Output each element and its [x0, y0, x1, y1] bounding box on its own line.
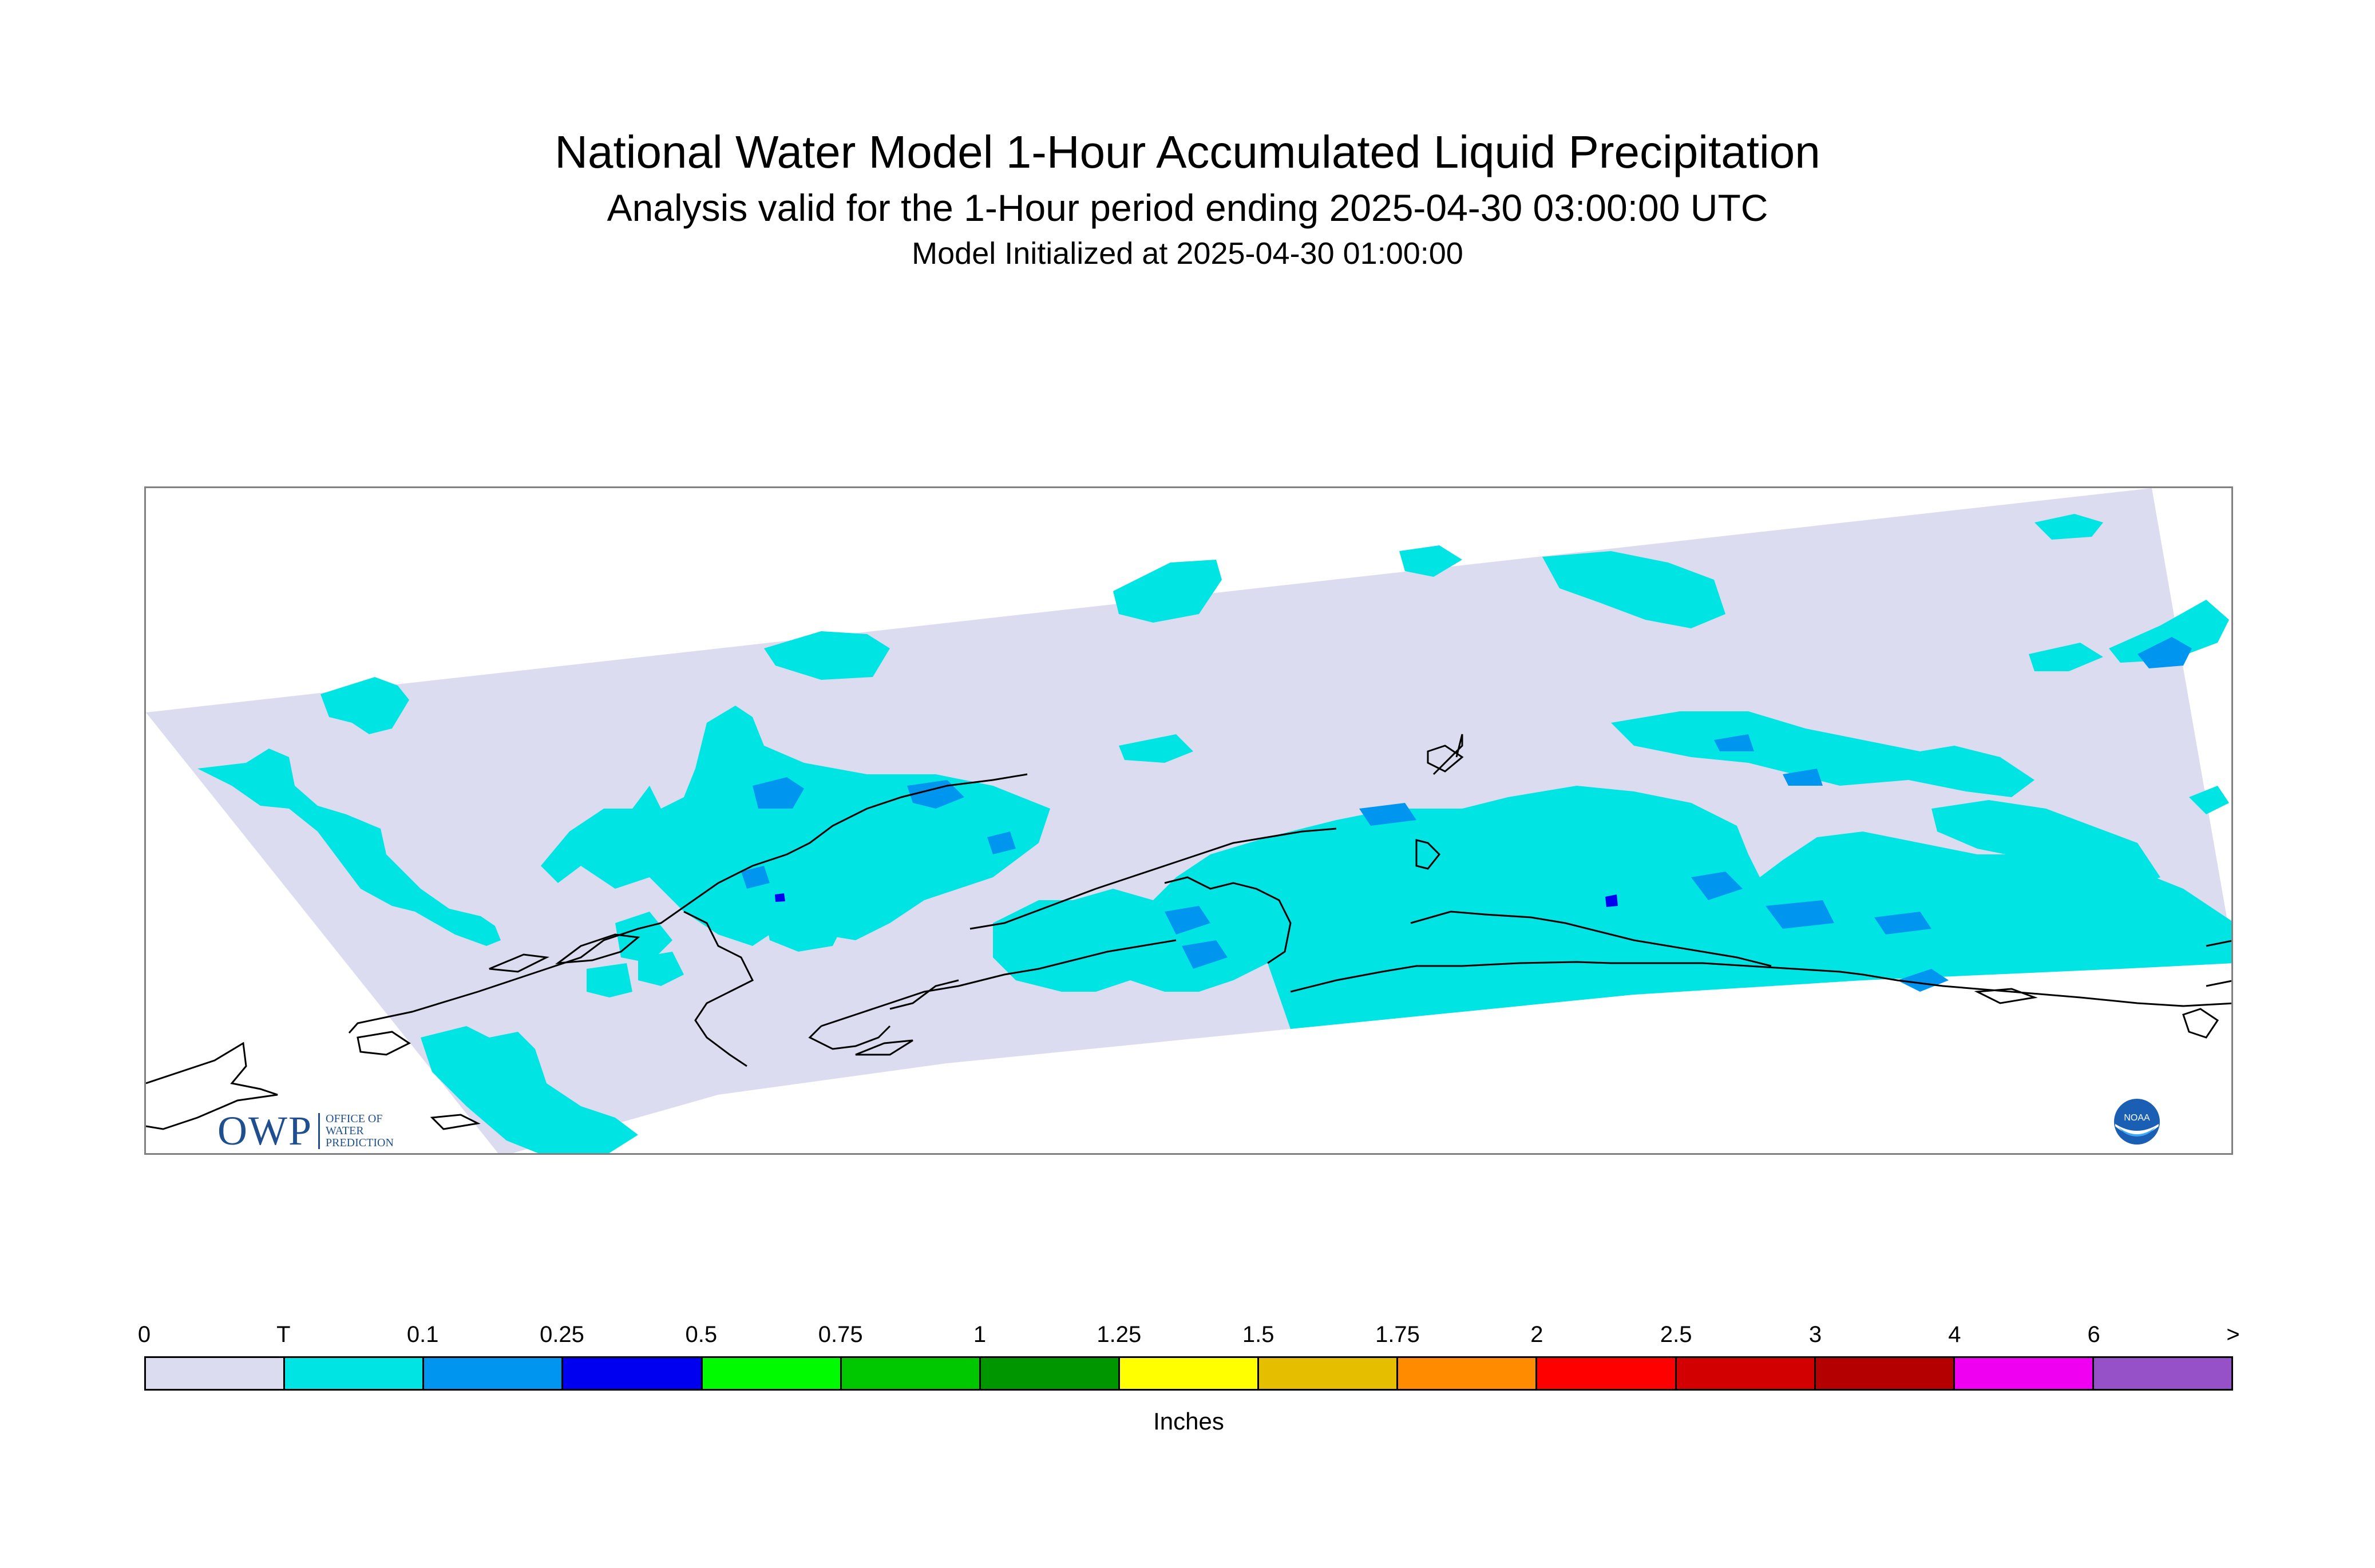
- legend-tick-label: 0: [137, 1322, 151, 1347]
- legend-tick-label: 1.5: [1242, 1322, 1274, 1347]
- owp-text-line-3: PREDICTION: [326, 1137, 394, 1149]
- dark-blue-precip-areas: [775, 893, 1618, 907]
- legend-tick-label: 1.25: [1097, 1322, 1142, 1347]
- legend-tick-label: 0.25: [540, 1322, 584, 1347]
- owp-text-line-2: WATER: [326, 1124, 364, 1137]
- legend-tick-label: 1: [973, 1322, 987, 1347]
- owp-logo-mark: OWP: [217, 1108, 312, 1154]
- owp-logo-text: OFFICE OF WATER PREDICTION: [318, 1113, 394, 1149]
- legend-swatch: [1676, 1358, 1816, 1389]
- legend-tick-label: 0.75: [818, 1322, 863, 1347]
- legend-tick-label: 1.75: [1375, 1322, 1420, 1347]
- color-legend: 0 T 0.1 0.25 0.5 0.75 1 1.25 1.5 1.75 2 2.5 3 4 6 > Inc…: [138, 1322, 2240, 1435]
- legend-tick-label: T: [276, 1322, 291, 1347]
- map-subtitle: Analysis valid for the 1-Hour period end…: [607, 187, 1768, 229]
- light-blue-precip-areas: [741, 637, 2192, 992]
- legend-swatch: [1537, 1358, 1677, 1389]
- noaa-logo-text: NOAA: [2124, 1113, 2150, 1123]
- model-init-time: Model Initialized at 2025-04-30 01:00:00: [912, 236, 1463, 271]
- legend-swatch: [285, 1358, 425, 1389]
- coastlines: [146, 734, 2231, 1130]
- legend-tick-label: 6: [2087, 1322, 2100, 1347]
- legend-tick-label: 0.1: [406, 1322, 439, 1347]
- legend-swatch: [1954, 1358, 2094, 1389]
- owp-text-line-1: OFFICE OF: [326, 1112, 383, 1125]
- legend-swatch: [1259, 1358, 1399, 1389]
- owp-logo: OWP OFFICE OF WATER PREDICTION: [217, 1107, 394, 1155]
- legend-units: Inches: [1153, 1408, 1224, 1435]
- noaa-logo: NOAA: [2114, 1099, 2160, 1145]
- legend-swatch: [841, 1358, 981, 1389]
- legend-tick-labels: 0 T 0.1 0.25 0.5 0.75 1 1.25 1.5 1.75 2 2.5 3 4 6 >: [138, 1322, 2240, 1356]
- legend-swatch: [1119, 1358, 1260, 1389]
- legend-swatch: [563, 1358, 703, 1389]
- legend-color-bar: [144, 1356, 2233, 1391]
- map-title: National Water Model 1-Hour Accumulated …: [555, 126, 1820, 177]
- map-svg: [146, 488, 2231, 1153]
- legend-swatch: [2093, 1358, 2232, 1389]
- precipitation-map: [144, 486, 2233, 1155]
- legend-tick-label: >: [2226, 1322, 2240, 1347]
- legend-tick-label: 4: [1948, 1322, 1961, 1347]
- legend-swatch: [702, 1358, 842, 1389]
- legend-tick-label: 0.5: [685, 1322, 718, 1347]
- trace-precip-areas: [197, 514, 2231, 1153]
- legend-tick-label: 2.5: [1660, 1322, 1692, 1347]
- legend-swatch: [980, 1358, 1120, 1389]
- legend-swatch: [1398, 1358, 1538, 1389]
- legend-swatch: [424, 1358, 564, 1389]
- legend-tick-label: 2: [1530, 1322, 1543, 1347]
- legend-tick-label: 3: [1808, 1322, 1822, 1347]
- legend-swatch: [146, 1358, 286, 1389]
- legend-swatch: [1815, 1358, 1955, 1389]
